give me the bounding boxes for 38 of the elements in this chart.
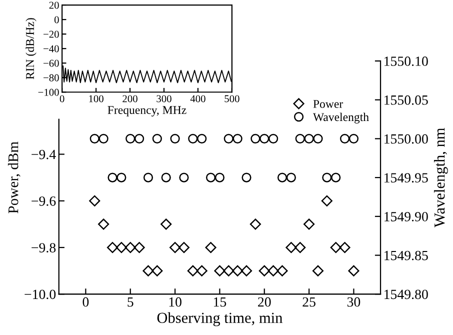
y2-tick-label: 1549.90 — [384, 212, 428, 222]
y2-tick-label: 1549.80 — [384, 290, 428, 300]
legend-label: Wavelength — [312, 112, 369, 124]
y-tick-label: −40 — [44, 45, 59, 52]
y2-tick-label: 1550.10 — [384, 56, 428, 66]
x-tick-label: 25 — [302, 297, 316, 307]
x-tick-label: 0 — [60, 95, 64, 102]
x-tick-label: 300 — [156, 95, 172, 102]
y-tick-label: 20 — [49, 2, 59, 9]
x-tick-label: 400 — [190, 95, 206, 102]
y2-tick-label: 1550.00 — [384, 134, 428, 144]
x-axis-title: Frequency, MHz — [108, 106, 186, 116]
x-tick-label: 5 — [128, 297, 134, 307]
y-tick-label: 0 — [54, 16, 59, 24]
x-tick-label: 30 — [347, 297, 360, 307]
y2-axis-title: Wavelength, nm — [434, 128, 448, 228]
y2-tick-label: 1549.85 — [384, 250, 428, 260]
y-tick-label: −80 — [44, 74, 59, 82]
y2-tick-label: 1549.95 — [384, 173, 428, 183]
x-tick-label: 10 — [169, 297, 182, 307]
y-tick-label: −9.8 — [32, 243, 56, 253]
x-tick-label: 500 — [224, 95, 240, 102]
x-tick-label: 15 — [214, 297, 226, 307]
legend-label: Power — [313, 100, 344, 108]
x-axis-title: Observing time, min — [157, 312, 282, 326]
y-tick-label: −20 — [44, 30, 59, 38]
y-tick-label: −10.0 — [24, 290, 56, 300]
y-axis-title: RIN (dB/Hz) — [26, 18, 36, 80]
y-axis-title: Power, dBm — [8, 142, 20, 214]
x-tick-label: 100 — [89, 95, 104, 102]
y-tick-label: −60 — [44, 60, 59, 67]
y-tick-label: −9.4 — [32, 150, 56, 160]
x-tick-label: 200 — [122, 95, 138, 102]
y-tick-label: −9.6 — [32, 196, 56, 206]
x-tick-label: 20 — [258, 297, 271, 307]
y-tick-label: −100 — [38, 88, 59, 96]
y2-tick-label: 1550.05 — [384, 95, 428, 105]
x-tick-label: 0 — [82, 297, 89, 307]
